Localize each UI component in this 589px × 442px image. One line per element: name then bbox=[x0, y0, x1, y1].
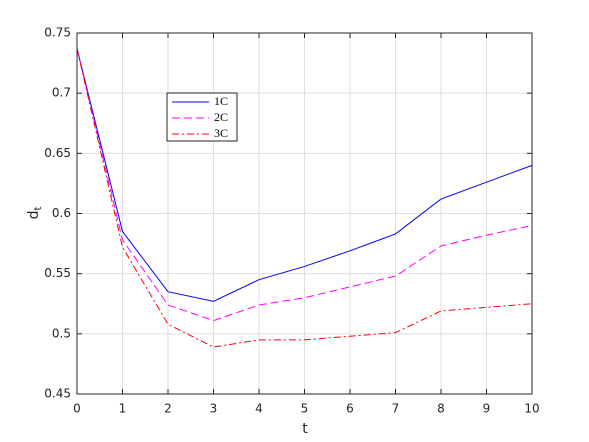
y-axis-label-sub: t bbox=[33, 207, 44, 211]
y-axis-label-main: d bbox=[26, 211, 42, 220]
y-tick-label: 0.6 bbox=[52, 206, 71, 220]
legend-label: 3C bbox=[214, 126, 228, 140]
x-axis-label: t bbox=[302, 421, 308, 437]
y-tick-label: 0.65 bbox=[44, 146, 71, 160]
x-tick-label: 1 bbox=[119, 402, 127, 416]
x-tick-label: 7 bbox=[392, 402, 400, 416]
x-tick-label: 4 bbox=[255, 402, 263, 416]
y-tick-label: 0.45 bbox=[44, 387, 71, 401]
x-tick-label: 2 bbox=[164, 402, 172, 416]
series-line bbox=[76, 48, 533, 302]
series-line bbox=[76, 48, 533, 348]
x-tick-label: 5 bbox=[301, 402, 309, 416]
x-tick-label: 9 bbox=[483, 402, 491, 416]
y-tick-label: 0.75 bbox=[44, 26, 71, 40]
y-axis-label: dt bbox=[26, 207, 44, 220]
x-tick-label: 6 bbox=[346, 402, 354, 416]
x-tick-label: 8 bbox=[437, 402, 445, 416]
legend-box bbox=[166, 92, 238, 142]
series-line bbox=[76, 48, 533, 322]
x-tick-label: 0 bbox=[73, 402, 81, 416]
legend-label: 2C bbox=[214, 110, 228, 124]
y-tick-label: 0.5 bbox=[52, 326, 71, 340]
x-tick-label: 3 bbox=[210, 402, 218, 416]
legend-label: 1C bbox=[214, 94, 228, 108]
y-tick-label: 0.55 bbox=[44, 266, 71, 280]
x-tick-label: 10 bbox=[524, 402, 539, 416]
y-tick-label: 0.7 bbox=[52, 86, 71, 100]
